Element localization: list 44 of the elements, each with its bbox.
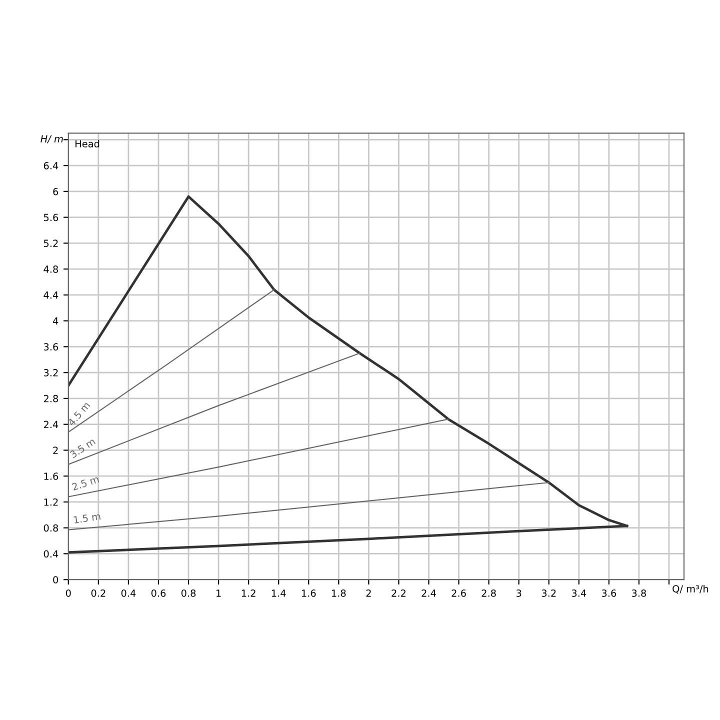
text: 1.5 m <box>74 512 101 524</box>
y-tick-label: 1.2 <box>44 498 58 506</box>
y-tick-label: 0.8 <box>44 524 58 532</box>
x-tick-label: 2.6 <box>452 589 466 597</box>
text: 3.5 m <box>69 438 96 458</box>
x-tick-label: 3 <box>516 589 522 597</box>
text: 4.5 m <box>67 401 90 426</box>
y-tick-label: 2.4 <box>44 420 58 428</box>
y-tick-label: 3.2 <box>44 369 58 376</box>
x-tick-label: 0.2 <box>91 589 106 597</box>
x-tick-label: 2.8 <box>482 589 496 597</box>
x-tick-label: 3.4 <box>572 589 586 597</box>
x-tick-label: 3.6 <box>602 589 616 597</box>
y-tick-label: 1.6 <box>44 472 58 480</box>
y-tick-label: 2.8 <box>44 394 58 402</box>
x-axis-title: Q/ m³/h <box>672 584 708 594</box>
y-tick-label: 5.6 <box>44 214 58 222</box>
x-tick-label: 1.8 <box>332 589 346 597</box>
x-tick-label: 0.6 <box>151 589 166 597</box>
y-tick-label: 0.4 <box>44 550 58 558</box>
x-tick-label: 0.8 <box>181 589 196 597</box>
y-tick-label: 0 <box>53 576 58 584</box>
x-tick-label: 3.2 <box>542 589 556 597</box>
y-tick-label: 4.4 <box>44 292 58 299</box>
x-tick-label: 3.8 <box>632 589 646 597</box>
annotation: Head <box>76 140 100 148</box>
x-tick-label: 0 <box>66 589 71 597</box>
y-tick-label: 5.2 <box>44 240 58 248</box>
y-axis-title: H/ m <box>40 135 63 144</box>
x-tick-label: 0.4 <box>121 589 136 597</box>
x-tick-label: 1.2 <box>242 589 256 597</box>
y-tick-label: 6 <box>53 188 58 196</box>
x-tick-label: 2.4 <box>422 589 436 597</box>
x-tick-label: 2.2 <box>392 589 406 597</box>
x-tick-label: 1 <box>216 590 221 597</box>
y-tick-label: 2 <box>53 446 58 454</box>
x-tick-label: 2 <box>366 589 371 597</box>
y-tick-label: 4 <box>52 317 58 325</box>
text: 2.5 m <box>72 475 100 491</box>
y-tick-label: 6.4 <box>44 162 58 170</box>
x-tick-label: 1.4 <box>272 590 286 597</box>
y-tick-label: 3.6 <box>44 343 58 351</box>
x-tick-label: 1.6 <box>302 589 316 597</box>
y-tick-label: 4.8 <box>44 266 58 273</box>
